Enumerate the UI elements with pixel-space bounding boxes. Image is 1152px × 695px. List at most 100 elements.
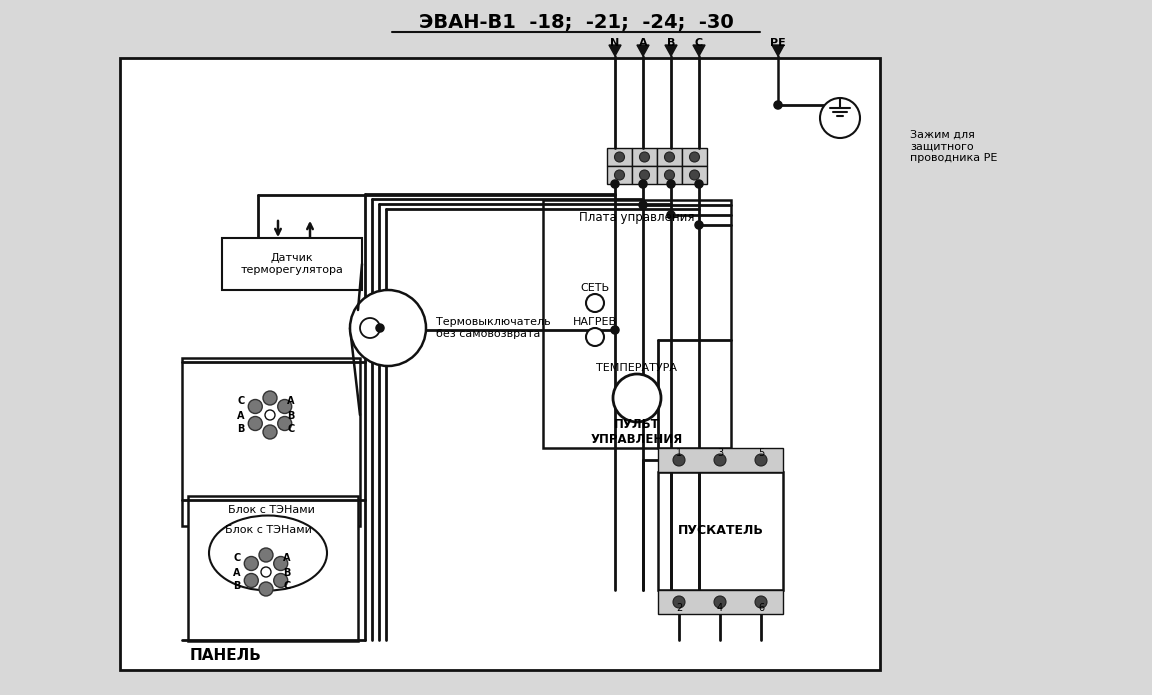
Circle shape	[774, 101, 781, 108]
Circle shape	[259, 548, 273, 562]
Text: 5: 5	[758, 448, 764, 458]
Circle shape	[274, 557, 288, 571]
Bar	[657, 166, 682, 184]
Circle shape	[278, 400, 291, 414]
Polygon shape	[637, 45, 649, 56]
Text: B: B	[234, 581, 241, 591]
Circle shape	[690, 152, 699, 162]
Bar	[607, 148, 632, 166]
Text: B: B	[237, 424, 244, 434]
Circle shape	[614, 170, 624, 180]
Circle shape	[665, 152, 675, 162]
Text: C: C	[283, 581, 290, 591]
Circle shape	[350, 290, 426, 366]
Text: ЭВАН-В1  -18;  -21;  -24;  -30: ЭВАН-В1 -18; -21; -24; -30	[418, 13, 734, 31]
Circle shape	[639, 181, 646, 188]
Text: ТЕМПЕРАТУРА: ТЕМПЕРАТУРА	[597, 363, 677, 373]
Circle shape	[696, 222, 703, 229]
Circle shape	[612, 327, 619, 334]
Circle shape	[586, 328, 604, 346]
Text: A: A	[237, 411, 244, 421]
Circle shape	[244, 573, 258, 587]
Circle shape	[614, 152, 624, 162]
Text: Зажим для
защитного
проводника PE: Зажим для защитного проводника PE	[910, 130, 998, 163]
Text: НАГРЕВ: НАГРЕВ	[573, 317, 617, 327]
Bar	[682, 148, 707, 166]
Bar	[657, 148, 682, 166]
Text: C: C	[237, 396, 244, 406]
Text: C: C	[287, 424, 295, 434]
Bar	[658, 448, 783, 472]
Circle shape	[274, 573, 288, 587]
Circle shape	[755, 454, 767, 466]
Circle shape	[714, 454, 726, 466]
Circle shape	[586, 294, 604, 312]
Bar	[543, 200, 732, 448]
Circle shape	[613, 374, 661, 422]
Circle shape	[359, 318, 380, 338]
Circle shape	[249, 416, 263, 430]
Circle shape	[714, 596, 726, 608]
Circle shape	[690, 170, 699, 180]
Bar	[182, 358, 359, 526]
Bar	[632, 166, 657, 184]
Text: СЕТЬ: СЕТЬ	[581, 283, 609, 293]
Circle shape	[667, 211, 675, 218]
Text: B: B	[283, 568, 290, 578]
Text: Термовыключатель
без самовозврата: Термовыключатель без самовозврата	[435, 317, 551, 338]
Text: A: A	[638, 38, 647, 48]
Ellipse shape	[209, 516, 327, 591]
Text: ПУЛЬТ
УПРАВЛЕНИЯ: ПУЛЬТ УПРАВЛЕНИЯ	[591, 418, 683, 446]
Bar	[658, 590, 783, 614]
Text: N: N	[611, 38, 620, 48]
Circle shape	[263, 391, 276, 405]
Bar	[120, 58, 880, 670]
Circle shape	[278, 416, 291, 430]
Bar	[188, 496, 358, 641]
Text: A: A	[287, 396, 295, 406]
Text: 2: 2	[676, 603, 682, 613]
Circle shape	[639, 202, 646, 208]
Text: PE: PE	[771, 38, 786, 48]
Text: B: B	[667, 38, 675, 48]
Text: B: B	[287, 411, 295, 421]
Polygon shape	[665, 45, 677, 56]
Circle shape	[639, 170, 650, 180]
Circle shape	[263, 425, 276, 439]
Text: ПАНЕЛЬ: ПАНЕЛЬ	[190, 648, 262, 662]
Polygon shape	[772, 45, 785, 56]
Text: 1: 1	[676, 448, 682, 458]
Text: ПУСКАТЕЛЬ: ПУСКАТЕЛЬ	[677, 525, 764, 537]
Circle shape	[244, 557, 258, 571]
Circle shape	[612, 181, 619, 188]
Circle shape	[696, 181, 703, 188]
Circle shape	[755, 596, 767, 608]
Bar	[658, 472, 783, 590]
Text: C: C	[695, 38, 703, 48]
Text: Блок с ТЭНами: Блок с ТЭНами	[228, 505, 314, 515]
Bar	[632, 148, 657, 166]
Circle shape	[377, 325, 384, 332]
Text: 6: 6	[758, 603, 764, 613]
Circle shape	[665, 170, 675, 180]
Polygon shape	[609, 45, 621, 56]
Circle shape	[259, 582, 273, 596]
Bar	[222, 238, 362, 290]
Text: C: C	[234, 553, 241, 563]
Text: A: A	[283, 553, 290, 563]
Text: Блок с ТЭНами: Блок с ТЭНами	[225, 525, 311, 535]
Text: Плата управления: Плата управления	[579, 211, 695, 224]
Circle shape	[673, 596, 685, 608]
Polygon shape	[694, 45, 705, 56]
Text: 4: 4	[717, 603, 723, 613]
Circle shape	[262, 567, 271, 577]
Circle shape	[265, 410, 275, 420]
Bar	[682, 166, 707, 184]
Circle shape	[639, 152, 650, 162]
Text: Датчик
терморегулятора: Датчик терморегулятора	[241, 253, 343, 275]
Bar	[607, 166, 632, 184]
Text: 3: 3	[717, 448, 723, 458]
Circle shape	[667, 181, 675, 188]
Circle shape	[673, 454, 685, 466]
Text: A: A	[233, 568, 241, 578]
